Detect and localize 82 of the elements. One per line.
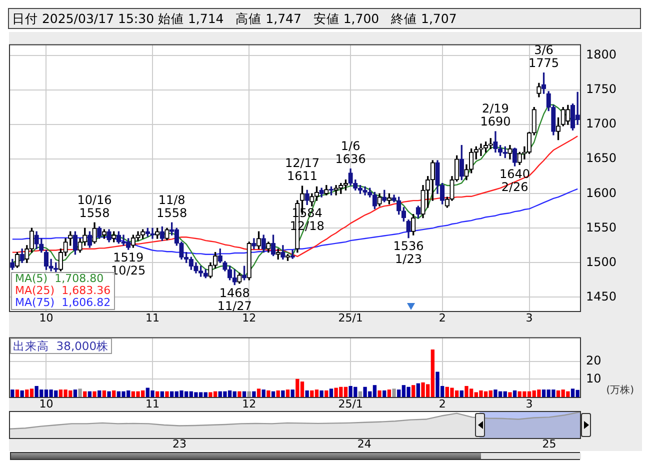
x-tick-label: 10 [39, 311, 54, 324]
y-axis-title: (万株) [606, 384, 634, 397]
bar [271, 391, 276, 397]
bar [160, 391, 164, 397]
x-tick-label: 12 [242, 397, 256, 410]
bar [102, 390, 106, 397]
bar [15, 390, 20, 397]
annotation: 12/17 1611 [284, 156, 320, 184]
y-tick-label: 1600 [586, 186, 617, 200]
bar [247, 391, 251, 397]
x-tick-label: 25/1 [338, 311, 363, 324]
x-tick-label: 25 [542, 437, 556, 450]
bar [238, 391, 242, 397]
bar [107, 391, 111, 397]
chart-title: 日付 2025/03/17 15:30 始値 1,714 高値 1,747 安値 1,700 終値 1,707 [8, 8, 641, 29]
bar [92, 391, 96, 397]
x-tick-label: 3 [526, 397, 533, 410]
bar [329, 388, 334, 397]
annotation: 1536 1/23 [393, 238, 424, 266]
x-tick-label: 10 [39, 397, 54, 410]
bar [256, 388, 261, 397]
bar [512, 390, 517, 397]
x-tick-label: 25/1 [338, 397, 363, 410]
bar [242, 391, 246, 397]
bar [320, 390, 324, 397]
bar [382, 390, 386, 397]
x-tick-label: 23 [172, 437, 186, 450]
annotation: 1519 10/25 [111, 250, 146, 278]
annotation: 11/8 1558 [156, 192, 188, 220]
bar [252, 391, 256, 397]
x-tick-label: 2 [438, 397, 446, 410]
annotation: 1640 2/26 [500, 167, 530, 194]
x-tick-label: 3 [526, 311, 533, 324]
bar [10, 390, 14, 397]
bar [78, 388, 82, 397]
bar [20, 390, 24, 397]
bar [392, 388, 396, 397]
bar [290, 390, 294, 397]
y-tick-label: 1500 [586, 254, 617, 269]
text: MA(75) 1,606.82 [15, 296, 111, 309]
bar [387, 390, 392, 397]
bar [286, 390, 290, 397]
x-tick-label: 11 [146, 397, 160, 410]
y-tick-label: 1650 [586, 151, 617, 166]
bar [83, 391, 87, 397]
annotation: 3/6 1775 [528, 42, 560, 70]
text: MA(25) 1,683.36 [15, 284, 111, 297]
bar [305, 390, 309, 397]
annotation: 1468 11/27 [217, 286, 252, 313]
bar [358, 391, 362, 397]
bar [416, 383, 420, 397]
y-tick-label: 1800 [586, 48, 617, 62]
y-tick-label: 20 [586, 353, 602, 368]
y-tick-label: 1700 [586, 116, 617, 131]
x-tick-label: 2 [438, 311, 446, 324]
x-tick-label: 24 [357, 437, 372, 450]
y-tick-label: 1550 [586, 220, 617, 234]
bar [98, 390, 102, 397]
bar [88, 391, 92, 397]
bar [460, 390, 464, 397]
bar [412, 385, 416, 397]
bar [378, 390, 382, 397]
y-tick-label: 1750 [586, 82, 617, 96]
y-tick-label: 10 [586, 371, 602, 386]
bar [508, 392, 512, 397]
bar [281, 390, 285, 397]
bar [156, 391, 160, 397]
bar [112, 390, 116, 397]
bar [266, 390, 270, 397]
annotation: 2/19 1690 [480, 102, 511, 129]
series-label: MA(5) 1,708.80 [15, 272, 105, 285]
bar [276, 390, 280, 397]
annotation: 1/6 1636 [335, 138, 366, 166]
bar [73, 390, 78, 397]
x-tick-label: 11 [146, 311, 160, 324]
bar [262, 390, 266, 397]
chart-title: 出来高 38,000株 [10, 338, 112, 354]
annotation: 10/16 1558 [77, 192, 112, 220]
bar [165, 391, 169, 397]
x-tick-label: 12 [242, 311, 256, 324]
y-tick-label: 1450 [586, 289, 617, 304]
bar [324, 390, 328, 397]
